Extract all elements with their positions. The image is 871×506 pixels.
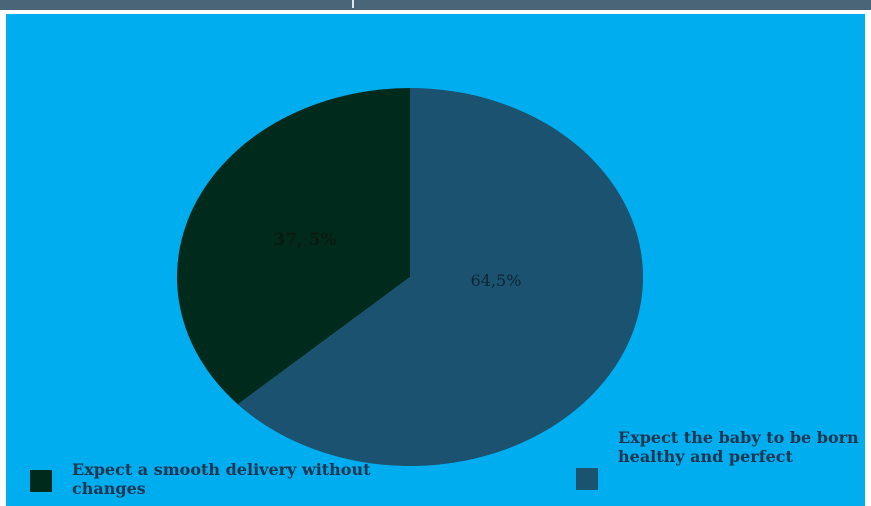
pie-value-label-smooth-delivery: 37, 5% bbox=[273, 230, 336, 250]
legend-label-healthy-baby: Expect the baby to be born healthy and p… bbox=[618, 428, 859, 466]
legend-item-smooth-delivery: Expect a smooth delivery without changes bbox=[30, 460, 372, 498]
top-bar bbox=[0, 0, 871, 10]
legend-swatch-healthy-baby bbox=[576, 468, 598, 490]
pie-value-label-healthy-baby: 64,5% bbox=[471, 271, 522, 290]
pie-slice-smooth-delivery bbox=[177, 88, 410, 405]
legend-swatch-smooth-delivery bbox=[30, 470, 52, 492]
legend-label-smooth-delivery: Expect a smooth delivery without changes bbox=[72, 460, 371, 498]
top-bar-marker bbox=[352, 0, 354, 8]
pie-slice-healthy-baby bbox=[237, 88, 644, 466]
legend-item-healthy-baby: Expect the baby to be born healthy and p… bbox=[576, 428, 871, 490]
